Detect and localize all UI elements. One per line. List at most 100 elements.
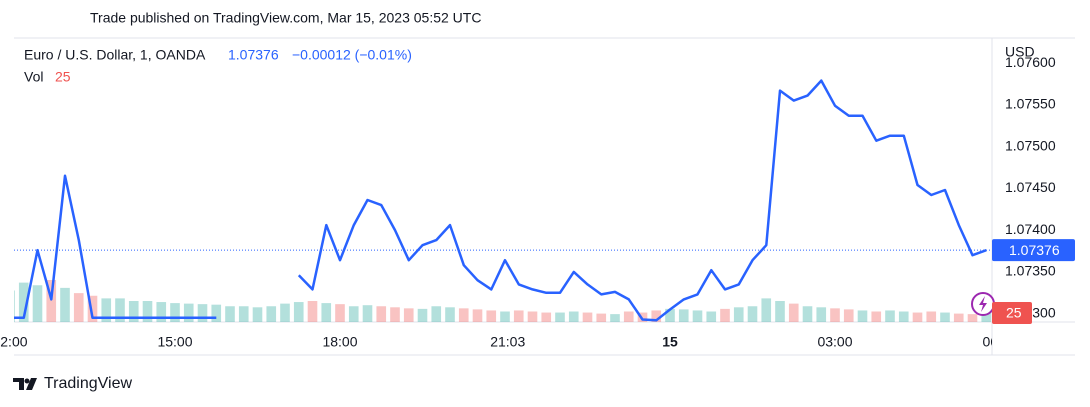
volume-bar — [802, 306, 813, 322]
volume-bar — [706, 311, 717, 322]
published-note: Trade published on TradingView.com, Mar … — [90, 10, 481, 26]
volume-bar — [555, 312, 565, 322]
volume-bar — [170, 303, 180, 322]
price-line-series — [14, 79, 987, 322]
currency: USD — [1005, 44, 1035, 60]
volume-bar — [678, 309, 689, 322]
x-tick-label: 15:00 — [157, 334, 192, 350]
volume-bar — [692, 310, 703, 322]
volume-bar — [898, 311, 909, 322]
volume-bar — [720, 308, 730, 322]
volume-value: 25 — [55, 69, 71, 85]
x-tick-label: 12:00 — [0, 334, 28, 350]
volume-bar — [197, 304, 208, 322]
volume-bar — [940, 312, 950, 322]
volume-badge-label: 25 — [1006, 305, 1022, 321]
y-tick-label: 1.07600 — [1005, 54, 1056, 70]
volume-label: Vol — [24, 69, 43, 85]
volume-bar — [610, 314, 620, 322]
y-tick-label: 1.07400 — [1005, 221, 1056, 237]
volume-bar — [500, 311, 510, 322]
symbol: Euro / U.S. Dollar, 1, OANDA — [24, 47, 206, 63]
volume-bar — [472, 309, 483, 322]
x-tick-label: 03:00 — [817, 334, 852, 350]
volume-bar — [761, 298, 772, 322]
volume-bar — [417, 308, 428, 322]
volume-bar — [775, 301, 785, 322]
volume-bar — [142, 301, 153, 322]
volume-bar — [637, 312, 648, 322]
alert-icon-bolt — [979, 296, 987, 312]
volume-bar — [527, 311, 538, 322]
volume-bar — [967, 314, 978, 322]
volume-bar — [32, 285, 43, 322]
volume-bar — [321, 303, 332, 322]
price-badge — [992, 239, 1075, 262]
volume-bar — [623, 311, 634, 322]
volume-bar — [788, 303, 799, 322]
volume-bar — [596, 313, 607, 322]
y-tick-label: 1.07450 — [1005, 179, 1056, 195]
volume-bar — [390, 307, 400, 322]
volume-bar — [568, 311, 579, 322]
y-tick-label: 1.07500 — [1005, 137, 1056, 153]
volume-bar — [211, 304, 222, 322]
volume-bar — [816, 307, 827, 322]
volume-badge — [992, 302, 1032, 324]
volume-bar — [293, 302, 304, 322]
volume-bar — [46, 280, 57, 322]
volume-bar — [183, 303, 194, 322]
last-price: 1.07376 — [228, 47, 279, 63]
volume-bar — [431, 306, 442, 322]
volume-bar — [307, 301, 318, 322]
volume-bar — [87, 295, 98, 322]
volume-bar — [128, 301, 139, 322]
x-tick-label: 18:00 — [322, 334, 357, 350]
volume-bar — [830, 308, 840, 322]
y-tick-label: 1.07550 — [1005, 96, 1056, 112]
volume-bar — [445, 307, 455, 322]
volume-bar — [582, 312, 593, 322]
volume-bar — [912, 312, 923, 322]
volume-bar — [843, 309, 854, 322]
volume-bar — [252, 307, 263, 322]
volume-bar — [348, 306, 359, 322]
volume-bar — [115, 298, 125, 322]
volume-bar — [885, 310, 895, 322]
volume-bar — [238, 306, 249, 322]
brand: TradingView — [44, 375, 132, 392]
y-tick-label: 1.07350 — [1005, 263, 1056, 279]
volume-bar — [266, 306, 277, 322]
x-tick-label: 15 — [662, 334, 678, 350]
volume-bar — [156, 302, 167, 322]
volume-bar — [60, 287, 70, 322]
volume-bar — [486, 310, 497, 322]
volume-bar — [513, 310, 524, 322]
volume-bar — [403, 308, 414, 322]
volume-bar — [280, 303, 290, 322]
volume-bar — [101, 298, 112, 322]
volume-bar — [926, 311, 937, 322]
volume-bar — [651, 310, 662, 322]
volume-bar — [733, 307, 744, 322]
volume-bar — [541, 312, 552, 322]
price-badge-label: 1.07376 — [1009, 242, 1060, 258]
volume-bar — [335, 304, 345, 322]
x-tick-label: 21:03 — [490, 334, 525, 350]
volume-bar — [73, 293, 84, 322]
volume-bar — [362, 305, 373, 322]
logo — [13, 378, 37, 390]
volume-bar — [665, 308, 675, 322]
volume-bar — [18, 282, 29, 322]
volume-bar — [14, 290, 15, 322]
volume-bar — [747, 306, 758, 322]
volume-bar — [953, 313, 964, 322]
volume-bar — [857, 310, 868, 322]
volume-bar — [376, 306, 387, 322]
volume-bar — [225, 306, 235, 322]
volume-bar — [871, 311, 882, 322]
change: −0.00012 (−0.01%) — [292, 47, 412, 63]
x-tick-label: 06:00 — [982, 334, 1017, 350]
volume-bar — [458, 308, 469, 322]
